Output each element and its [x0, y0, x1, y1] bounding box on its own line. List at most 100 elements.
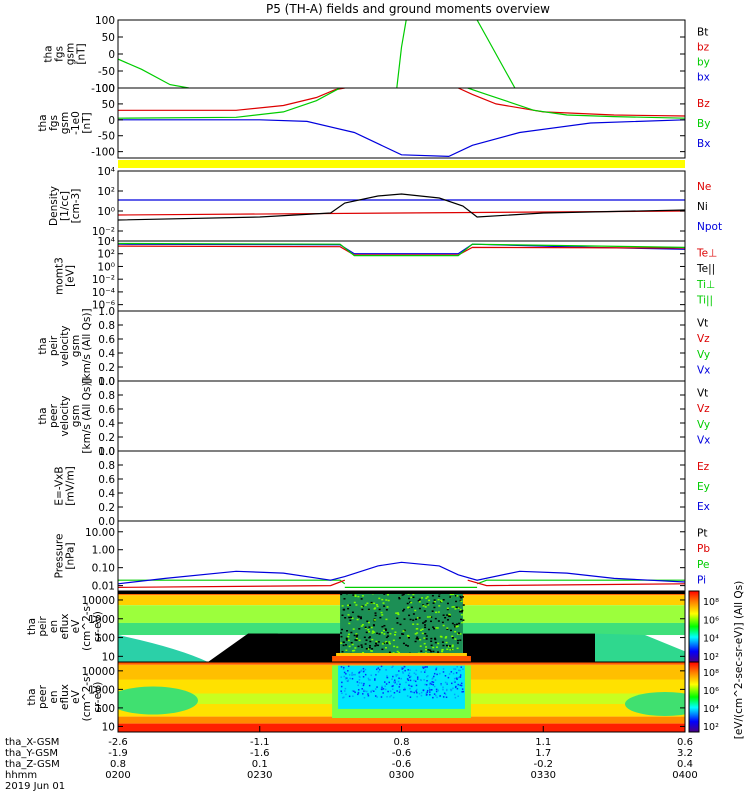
series-fgs-dsl-Bx [118, 120, 685, 157]
y-axis-label: thapeirvelocitygsm[km/s (All Qs)] [37, 308, 93, 383]
colorbar-tick-label: 10² [703, 652, 719, 663]
y-tick-label: 10 [102, 721, 115, 733]
panel-peer-en-eflux: 10000100010010thapeerenefluxeV(cm^2-s-sr… [26, 662, 705, 733]
legend-Ni: Ni [697, 201, 708, 213]
y-tick-label: 0 [108, 115, 115, 127]
x-tick-label: -1.9 [108, 748, 128, 759]
series-fgs-by [477, 20, 515, 88]
legend-By: By [697, 118, 710, 130]
y-tick-label: 50 [102, 99, 115, 111]
x-tick-label: 0230 [247, 770, 272, 781]
x-tick-label: -1.1 [250, 737, 270, 748]
y-tick-label: 100 [95, 15, 115, 27]
y-tick-label: 10⁻² [92, 274, 115, 286]
panel-fgs-dsl: 100 50 0 -50 -100 thafgsgsm-1e0[nT] Bz By Bx [37, 83, 710, 159]
y-tick-label: 10⁴ [97, 236, 115, 248]
legend-Bz: Bz [697, 98, 710, 110]
y-tick-label: 10.00 [85, 527, 115, 539]
x-tick-label: 0.8 [394, 737, 410, 748]
y-tick-label: 0.6 [98, 474, 115, 486]
x-tick-label: -0.6 [392, 748, 412, 759]
y-tick-label: 0 [108, 49, 115, 61]
panel-peir-en-eflux: 10000 1000 100 10thapeirenefluxeV(cm^2-s-sr… [26, 591, 685, 663]
x-row-label: 2019 Jun 01 [5, 781, 65, 792]
colorbar-tick-label: 10⁴ [703, 634, 719, 645]
legend-Npot: Npot [697, 221, 722, 233]
legend-Vy: Vy [697, 419, 710, 431]
series-fgs-dsl-Bz [458, 88, 685, 116]
y-axis-label: thapeirenefluxeV(cm^2-s-sr-eV) [26, 602, 104, 651]
y-tick-label: 10⁴ [97, 166, 115, 178]
panel-peir-velocity: 1.00.80.60.40.20.0thapeirvelocitygsm[km/… [37, 306, 710, 388]
x-row-label: tha_X-GSM [5, 737, 59, 748]
panel-frame [118, 311, 685, 381]
panel-frame [118, 171, 685, 241]
y-tick-label: 10⁰ [97, 261, 115, 273]
x-row-label: tha_Y-GSM [5, 748, 58, 759]
x-tick-label: -0.2 [533, 759, 553, 770]
colorbar: 10⁸ 10⁶ 10⁴ 10² 10⁸ 10⁶ 10⁴ 10² [eV/(cm^2-sec-sr… [689, 581, 745, 740]
series-fgs-dsl-By [118, 88, 340, 118]
panel-peer-velocity: 1.0 0.8 0.6 0.4 0.2 0.0 thapeervelocitygsm[km/… [37, 376, 710, 458]
yellow-status-bar [118, 160, 685, 168]
x-tick-label: 0.4 [677, 759, 693, 770]
y-axis-label: thafgsgsm[nT] [43, 43, 88, 65]
y-axis-label: thapeerenefluxeV(cm^2-s-sr-eV) [26, 672, 104, 721]
panel-fgs: 100 50 0 -50 -100 thafgsgsm[nT] Bt bz by bx [43, 15, 710, 95]
x-tick-label: 0400 [672, 770, 697, 781]
y-tick-label: 10⁰ [97, 206, 115, 218]
figure-title: P5 (TH-A) fields and ground moments over… [266, 2, 550, 16]
y-tick-label: -100 [91, 147, 115, 159]
y-tick-label: 0.2 [98, 432, 115, 444]
y-tick-label: 0.8 [98, 460, 115, 472]
y-tick-label: 0.10 [92, 563, 115, 575]
x-tick-label: 1.7 [535, 748, 551, 759]
y-tick-label: 0.4 [98, 348, 115, 360]
series-pressure-Pb [118, 580, 345, 587]
series-fgs-by [118, 59, 189, 88]
panel-moms-temp: 10⁴10²10⁰10⁻²10⁻⁴10⁻⁶ momt3[eV] Te⊥ Te|| Ti⊥… [54, 236, 718, 312]
legend-Vt: Vt [697, 318, 708, 330]
y-tick-label: 50 [102, 32, 115, 44]
y-tick-label: 10² [97, 186, 115, 198]
series-pressure-Pe [118, 580, 345, 584]
x-row-label: hhmm [5, 770, 37, 781]
y-tick-label: 0.2 [98, 362, 115, 374]
legend-Pb: Pb [697, 543, 710, 555]
series-density-Ni [118, 194, 685, 220]
panel-efield: 1.00.80.60.40.20.0E=-VxB[mV/m] EzEyEx [54, 446, 710, 528]
spectrogram-peer-en-eflux [108, 662, 705, 732]
y-axis-label: E=-VxB[mV/m] [54, 466, 77, 505]
legend-Ne: Ne [697, 181, 711, 193]
panel-frame [118, 241, 685, 311]
y-tick-label: 0.01 [92, 581, 115, 593]
y-tick-label: 0.6 [98, 404, 115, 416]
colorbar-tick-label: 10⁶ [703, 686, 719, 697]
legend-Bt: Bt [697, 26, 708, 38]
y-tick-label: 0.8 [98, 390, 115, 402]
y-tick-label: 0.2 [98, 502, 115, 514]
colorbar-tick-label: 10⁸ [703, 597, 719, 608]
legend-Vz: Vz [697, 403, 710, 415]
y-tick-label: 1.0 [98, 306, 115, 318]
legend-Ey: Ey [697, 481, 710, 493]
panel-frame [118, 20, 685, 88]
y-tick-label: 1.0 [98, 446, 115, 458]
legend-Pe: Pe [697, 559, 709, 571]
colorbar-tick-label: 10⁸ [703, 668, 719, 679]
y-axis-label: thapeervelocitygsm[km/s (All Qs)] [37, 378, 93, 453]
y-axis-label: Density[1/cc][cm-3] [48, 186, 82, 226]
y-axis-label: thafgsgsm-1e0[nT] [37, 111, 93, 135]
x-tick-label: 0300 [389, 770, 414, 781]
y-tick-label: 10² [97, 249, 115, 261]
spectrogram-peir-en-eflux [118, 591, 685, 662]
legend-Ez: Ez [697, 461, 710, 473]
panel-stack: 100500-50-100thafgsgsm[nT]Btbzbybx100500… [26, 15, 745, 739]
x-tick-label: 0.1 [252, 759, 268, 770]
y-tick-label: 0.4 [98, 418, 115, 430]
legend-Vx: Vx [697, 364, 710, 376]
x-tick-label: -1.6 [250, 748, 270, 759]
legend-Pt: Pt [697, 528, 707, 540]
legend-Vz: Vz [697, 333, 710, 345]
